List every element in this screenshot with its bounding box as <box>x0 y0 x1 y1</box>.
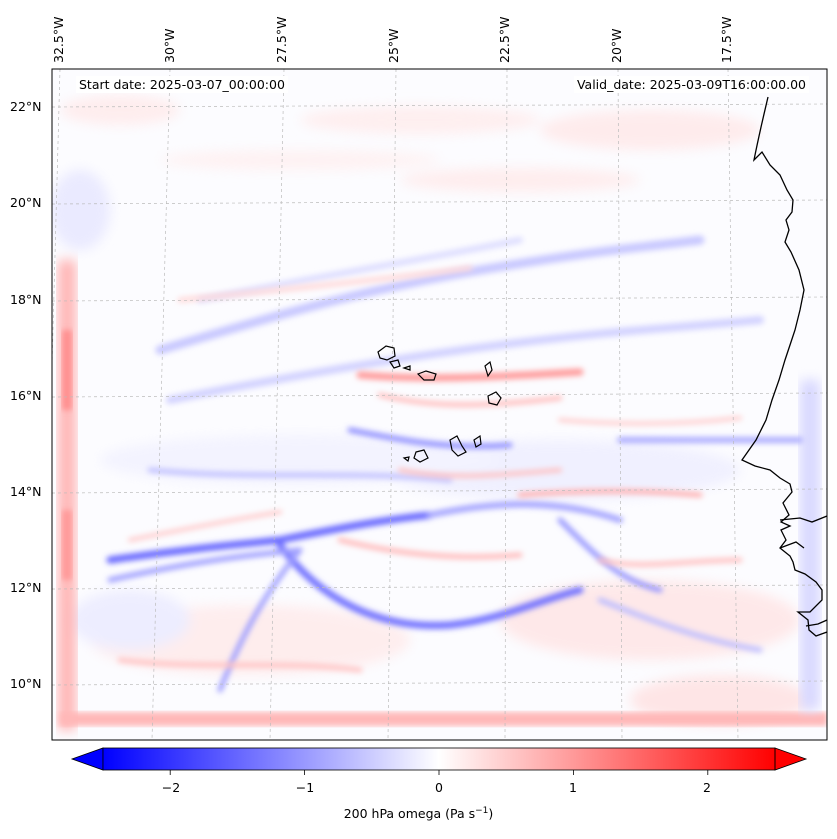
lat-label-18n: 18°N <box>10 292 42 307</box>
islands <box>377 345 502 463</box>
colorbar-label: 200 hPa omega (Pa s−1) <box>0 806 837 821</box>
lon-label-17.5w: 17.5°W <box>719 16 734 63</box>
lat-label-22n: 22°N <box>10 99 42 114</box>
lon-label-20w: 20°W <box>609 28 624 63</box>
lon-label-27.5w: 27.5°W <box>274 16 289 63</box>
colorbar-tick-label: 2 <box>703 780 711 795</box>
gridlines <box>52 69 827 740</box>
start-date-label: Start date: 2025-03-07_00:00:00 <box>76 76 288 93</box>
omega-field <box>52 69 827 740</box>
map-frame <box>51 68 828 741</box>
lat-label-20n: 20°N <box>10 195 42 210</box>
colorbar-tick-label: 0 <box>435 780 443 795</box>
lon-label-30w: 30°W <box>162 28 177 63</box>
colorbar-label-close: ) <box>488 806 494 822</box>
coastline <box>741 96 827 637</box>
lat-label-16n: 16°N <box>10 388 42 403</box>
lon-label-32.5w: 32.5°W <box>51 16 66 63</box>
colorbar-min-extend <box>70 747 104 771</box>
colorbar-tick-label: 1 <box>569 780 577 795</box>
colorbar-label-exponent: −1 <box>475 806 489 816</box>
colorbar <box>70 747 808 775</box>
colorbar-label-main: 200 hPa omega (Pa s <box>343 806 476 822</box>
lon-label-22.5w: 22.5°W <box>497 16 512 63</box>
lat-label-12n: 12°N <box>10 580 42 595</box>
colorbar-gradient <box>103 748 775 770</box>
colorbar-max-extend <box>774 747 808 771</box>
lon-label-25w: 25°W <box>386 28 401 63</box>
colorbar-tick-label: −2 <box>161 780 181 795</box>
valid-date-label: Valid_date: 2025-03-09T16:00:00.00 <box>573 76 809 93</box>
colorbar-tick-label: −1 <box>295 780 315 795</box>
lat-label-10n: 10°N <box>10 676 42 691</box>
lat-label-14n: 14°N <box>10 484 42 499</box>
